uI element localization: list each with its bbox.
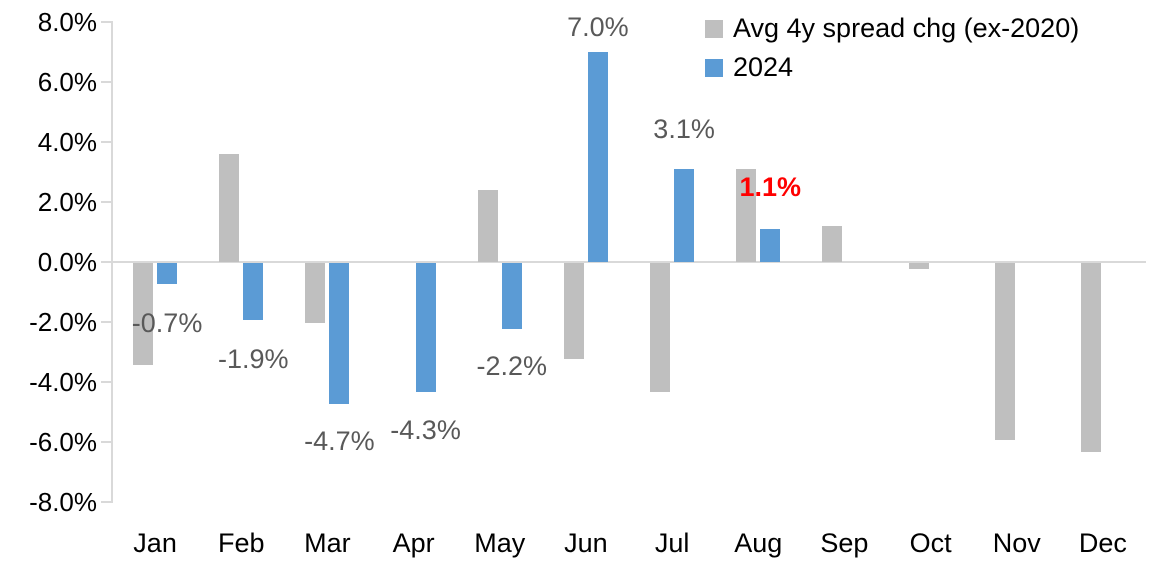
y-axis-tick-label: 4.0% — [37, 127, 97, 157]
y-axis-tick-mark — [101, 501, 112, 503]
y-axis-tick-label: 6.0% — [37, 67, 97, 97]
bar-2024-jul — [674, 169, 695, 262]
y-axis-tick-mark — [101, 381, 112, 383]
legend-label-avg-series: Avg 4y spread chg (ex-2020) — [733, 13, 1080, 43]
y-axis-tick-label: -8.0% — [29, 487, 97, 517]
y-axis-tick-label: 8.0% — [37, 7, 97, 37]
bar-avg-dec — [1080, 263, 1101, 452]
legend-label-2024-series: 2024 — [733, 52, 794, 82]
x-axis-label-jun: Jun — [564, 528, 608, 558]
x-axis-label-nov: Nov — [992, 528, 1041, 558]
x-axis-label-feb: Feb — [217, 528, 265, 558]
bar-2024-jun — [587, 52, 608, 262]
x-axis-label-jul: Jul — [654, 528, 690, 558]
bar-2024-apr — [415, 263, 436, 392]
bar-avg-jul — [650, 263, 671, 392]
data-label-jul: 3.1% — [653, 114, 715, 144]
y-axis-tick-mark — [101, 201, 112, 203]
legend-swatch-gray — [705, 19, 723, 38]
bar-2024-may — [501, 263, 522, 329]
y-axis-tick-mark — [101, 321, 112, 323]
x-axis-label-mar: Mar — [304, 528, 351, 558]
bar-avg-sep — [822, 226, 843, 262]
y-axis-tick-mark — [101, 81, 112, 83]
y-axis-tick-label: 2.0% — [37, 187, 97, 217]
y-axis-tick-mark — [101, 441, 112, 443]
x-axis-label-sep: Sep — [820, 528, 869, 558]
data-label-apr: -4.3% — [390, 415, 461, 445]
x-axis-label-apr: Apr — [392, 528, 435, 558]
bar-avg-oct — [908, 263, 929, 269]
bar-2024-mar — [329, 263, 350, 404]
bar-2024-aug — [760, 229, 781, 262]
legend-item-2024-series: 2024 — [705, 48, 1079, 87]
bar-2024-feb — [243, 263, 264, 320]
x-axis-label-jan: Jan — [133, 528, 177, 558]
bar-avg-jun — [563, 263, 584, 359]
y-axis-tick-label: -2.0% — [29, 307, 97, 337]
legend: Avg 4y spread chg (ex-2020) 2024 — [705, 9, 1079, 87]
y-axis-tick-label: -6.0% — [29, 427, 97, 457]
data-label-jan: -0.7% — [131, 308, 203, 338]
x-axis-label-may: May — [474, 528, 526, 558]
x-axis-label-oct: Oct — [909, 528, 952, 558]
bar-avg-may — [477, 190, 498, 262]
y-axis-tick-mark — [101, 141, 112, 143]
data-label-may: -2.2% — [476, 351, 548, 381]
y-axis-tick-mark — [101, 261, 112, 263]
bar-avg-mar — [305, 263, 326, 323]
data-label-jun: 7.0% — [567, 12, 629, 42]
x-axis-label-aug: Aug — [734, 528, 783, 558]
data-label-feb: -1.9% — [217, 344, 289, 374]
bar-avg-feb — [219, 154, 240, 262]
data-label-aug: 1.1% — [739, 172, 802, 202]
y-axis-tick-mark — [101, 21, 112, 23]
zero-gridline — [112, 261, 1146, 263]
bar-2024-jan — [157, 263, 178, 284]
bar-avg-nov — [994, 263, 1015, 440]
bar-avg-jan — [133, 263, 154, 365]
y-axis-tick-label: -4.0% — [29, 367, 97, 397]
y-axis-tick-label: 0.0% — [37, 247, 97, 277]
x-axis-label-dec: Dec — [1078, 528, 1127, 558]
bar-avg-aug — [736, 169, 757, 262]
data-label-mar: -4.7% — [304, 426, 375, 456]
legend-swatch-blue — [705, 58, 723, 77]
legend-item-avg-series: Avg 4y spread chg (ex-2020) — [705, 9, 1079, 48]
